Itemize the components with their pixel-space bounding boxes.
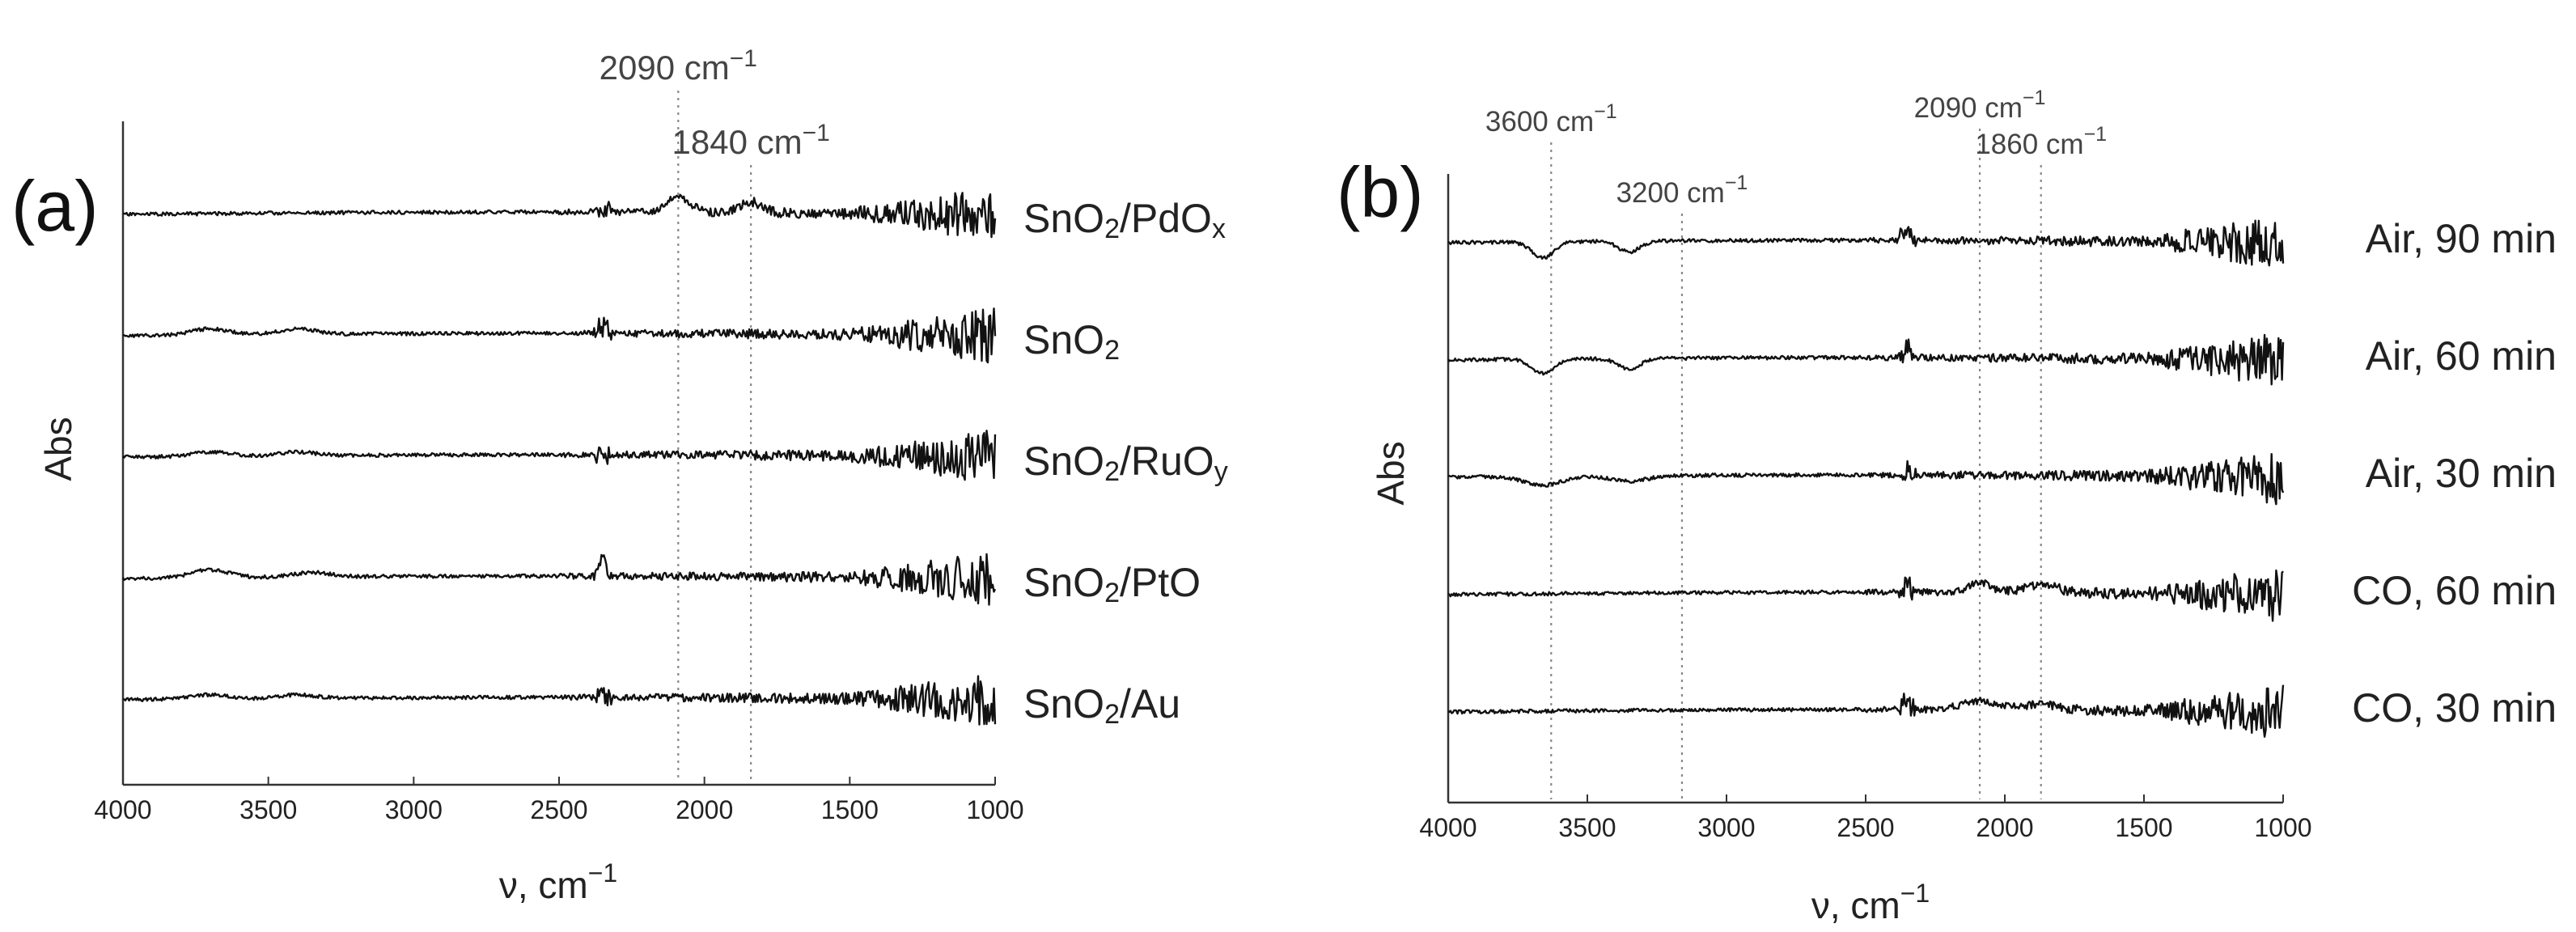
spectrum-line bbox=[122, 307, 997, 364]
series-label-part: /PdO bbox=[1120, 196, 1212, 241]
series-label-part: SnO bbox=[1023, 196, 1104, 241]
spectrum-line bbox=[1447, 333, 2285, 386]
marker-label: 1840 cm−1 bbox=[672, 120, 830, 161]
series-label-part: x bbox=[1212, 214, 1226, 244]
x-tick-label: 1000 bbox=[2254, 813, 2311, 842]
marker-label-text: 1860 cm bbox=[1975, 129, 2083, 160]
x-tick-label: 2500 bbox=[1837, 813, 1894, 842]
marker-label-text: 3600 cm bbox=[1485, 106, 1594, 138]
spectrum-line bbox=[121, 553, 997, 606]
spectrum-line bbox=[122, 430, 997, 481]
series-label: Air, 60 min bbox=[2366, 333, 2557, 379]
x-tick-label: 2000 bbox=[1976, 813, 2033, 842]
x-tick-label: 3000 bbox=[1697, 813, 1755, 842]
x-tick-label: 1500 bbox=[821, 795, 879, 824]
series-label: SnO2/PdOx bbox=[1023, 196, 1226, 244]
x-axis-label-sup: −1 bbox=[588, 858, 617, 888]
series-label-part: SnO bbox=[1023, 438, 1104, 484]
marker-label-text: 1840 cm bbox=[672, 123, 803, 161]
marker-label: 2090 cm−1 bbox=[600, 45, 757, 87]
x-tick-label: 2500 bbox=[530, 795, 587, 824]
spectrum-line bbox=[1447, 219, 2285, 267]
x-axis-label: ν, cm−1 bbox=[499, 858, 617, 906]
marker-label-sup: −1 bbox=[2023, 87, 2046, 109]
series-label: CO, 30 min bbox=[2352, 685, 2557, 731]
marker-label: 3600 cm−1 bbox=[1485, 100, 1617, 138]
series-label: SnO2/Au bbox=[1023, 681, 1180, 730]
series-label-part: Air, 30 min bbox=[2366, 451, 2557, 496]
x-axis-label-text: ν, cm bbox=[1811, 884, 1900, 926]
spectrum-line bbox=[1447, 684, 2285, 738]
series-label: SnO2/PtO bbox=[1023, 560, 1201, 608]
series-label-part: SnO bbox=[1023, 560, 1104, 605]
spectrum-line bbox=[122, 192, 997, 239]
marker-label-sup: −1 bbox=[1725, 172, 1748, 194]
x-tick-label: 1000 bbox=[966, 795, 1023, 824]
series-label: SnO2/RuOy bbox=[1023, 438, 1228, 487]
series-label-part: /PtO bbox=[1120, 560, 1201, 605]
x-tick-label: 4000 bbox=[94, 795, 151, 824]
y-axis-label: Abs bbox=[1370, 441, 1412, 505]
series-label-part: 2 bbox=[1104, 335, 1120, 366]
marker-label-sup: −1 bbox=[803, 120, 830, 146]
spectrum-line bbox=[122, 675, 997, 726]
marker-label-sup: −1 bbox=[2084, 123, 2108, 146]
x-axis-label-sup: −1 bbox=[1900, 879, 1930, 908]
series-label-part: 2 bbox=[1104, 699, 1120, 730]
series-label-part: 2 bbox=[1104, 456, 1120, 487]
series-label-part: Air, 90 min bbox=[2366, 216, 2557, 261]
series-label: SnO2 bbox=[1023, 317, 1120, 366]
x-tick-label: 3500 bbox=[1558, 813, 1616, 842]
panel-tag: (b) bbox=[1337, 152, 1424, 232]
spectrum-line bbox=[1447, 453, 2285, 506]
x-tick-label: 3000 bbox=[385, 795, 443, 824]
series-label-part: y bbox=[1214, 456, 1228, 487]
series-label-part: SnO bbox=[1023, 317, 1104, 362]
panel-tag: (a) bbox=[11, 166, 99, 246]
x-tick-label: 1500 bbox=[2115, 813, 2172, 842]
series-label-part: CO, 60 min bbox=[2352, 568, 2557, 613]
series-label: CO, 60 min bbox=[2352, 568, 2557, 613]
series-label: Air, 30 min bbox=[2366, 451, 2557, 496]
series-label-part: 2 bbox=[1104, 214, 1120, 244]
marker-label: 3200 cm−1 bbox=[1616, 172, 1748, 209]
series-label-part: 2 bbox=[1104, 578, 1120, 608]
spectrum-line bbox=[1447, 569, 2284, 622]
series-label-part: Air, 60 min bbox=[2366, 333, 2557, 379]
x-axis-label: ν, cm−1 bbox=[1811, 879, 1930, 926]
marker-label-text: 2090 cm bbox=[1914, 92, 2023, 124]
marker-label-sup: −1 bbox=[1594, 100, 1617, 123]
x-axis-label-text: ν, cm bbox=[499, 864, 588, 906]
series-label-part: /RuO bbox=[1120, 438, 1214, 484]
series-label-part: /Au bbox=[1120, 681, 1180, 727]
series-label-part: SnO bbox=[1023, 681, 1104, 727]
marker-label-text: 2090 cm bbox=[600, 49, 730, 87]
marker-label-sup: −1 bbox=[730, 45, 757, 72]
x-tick-label: 4000 bbox=[1419, 813, 1477, 842]
x-tick-label: 3500 bbox=[239, 795, 297, 824]
series-label-part: CO, 30 min bbox=[2352, 685, 2557, 731]
marker-label: 1860 cm−1 bbox=[1975, 123, 2107, 160]
marker-label: 2090 cm−1 bbox=[1914, 87, 2046, 124]
x-tick-label: 2000 bbox=[676, 795, 733, 824]
series-label: Air, 90 min bbox=[2366, 216, 2557, 261]
y-axis-label: Abs bbox=[37, 417, 79, 481]
marker-label-text: 3200 cm bbox=[1616, 177, 1725, 209]
